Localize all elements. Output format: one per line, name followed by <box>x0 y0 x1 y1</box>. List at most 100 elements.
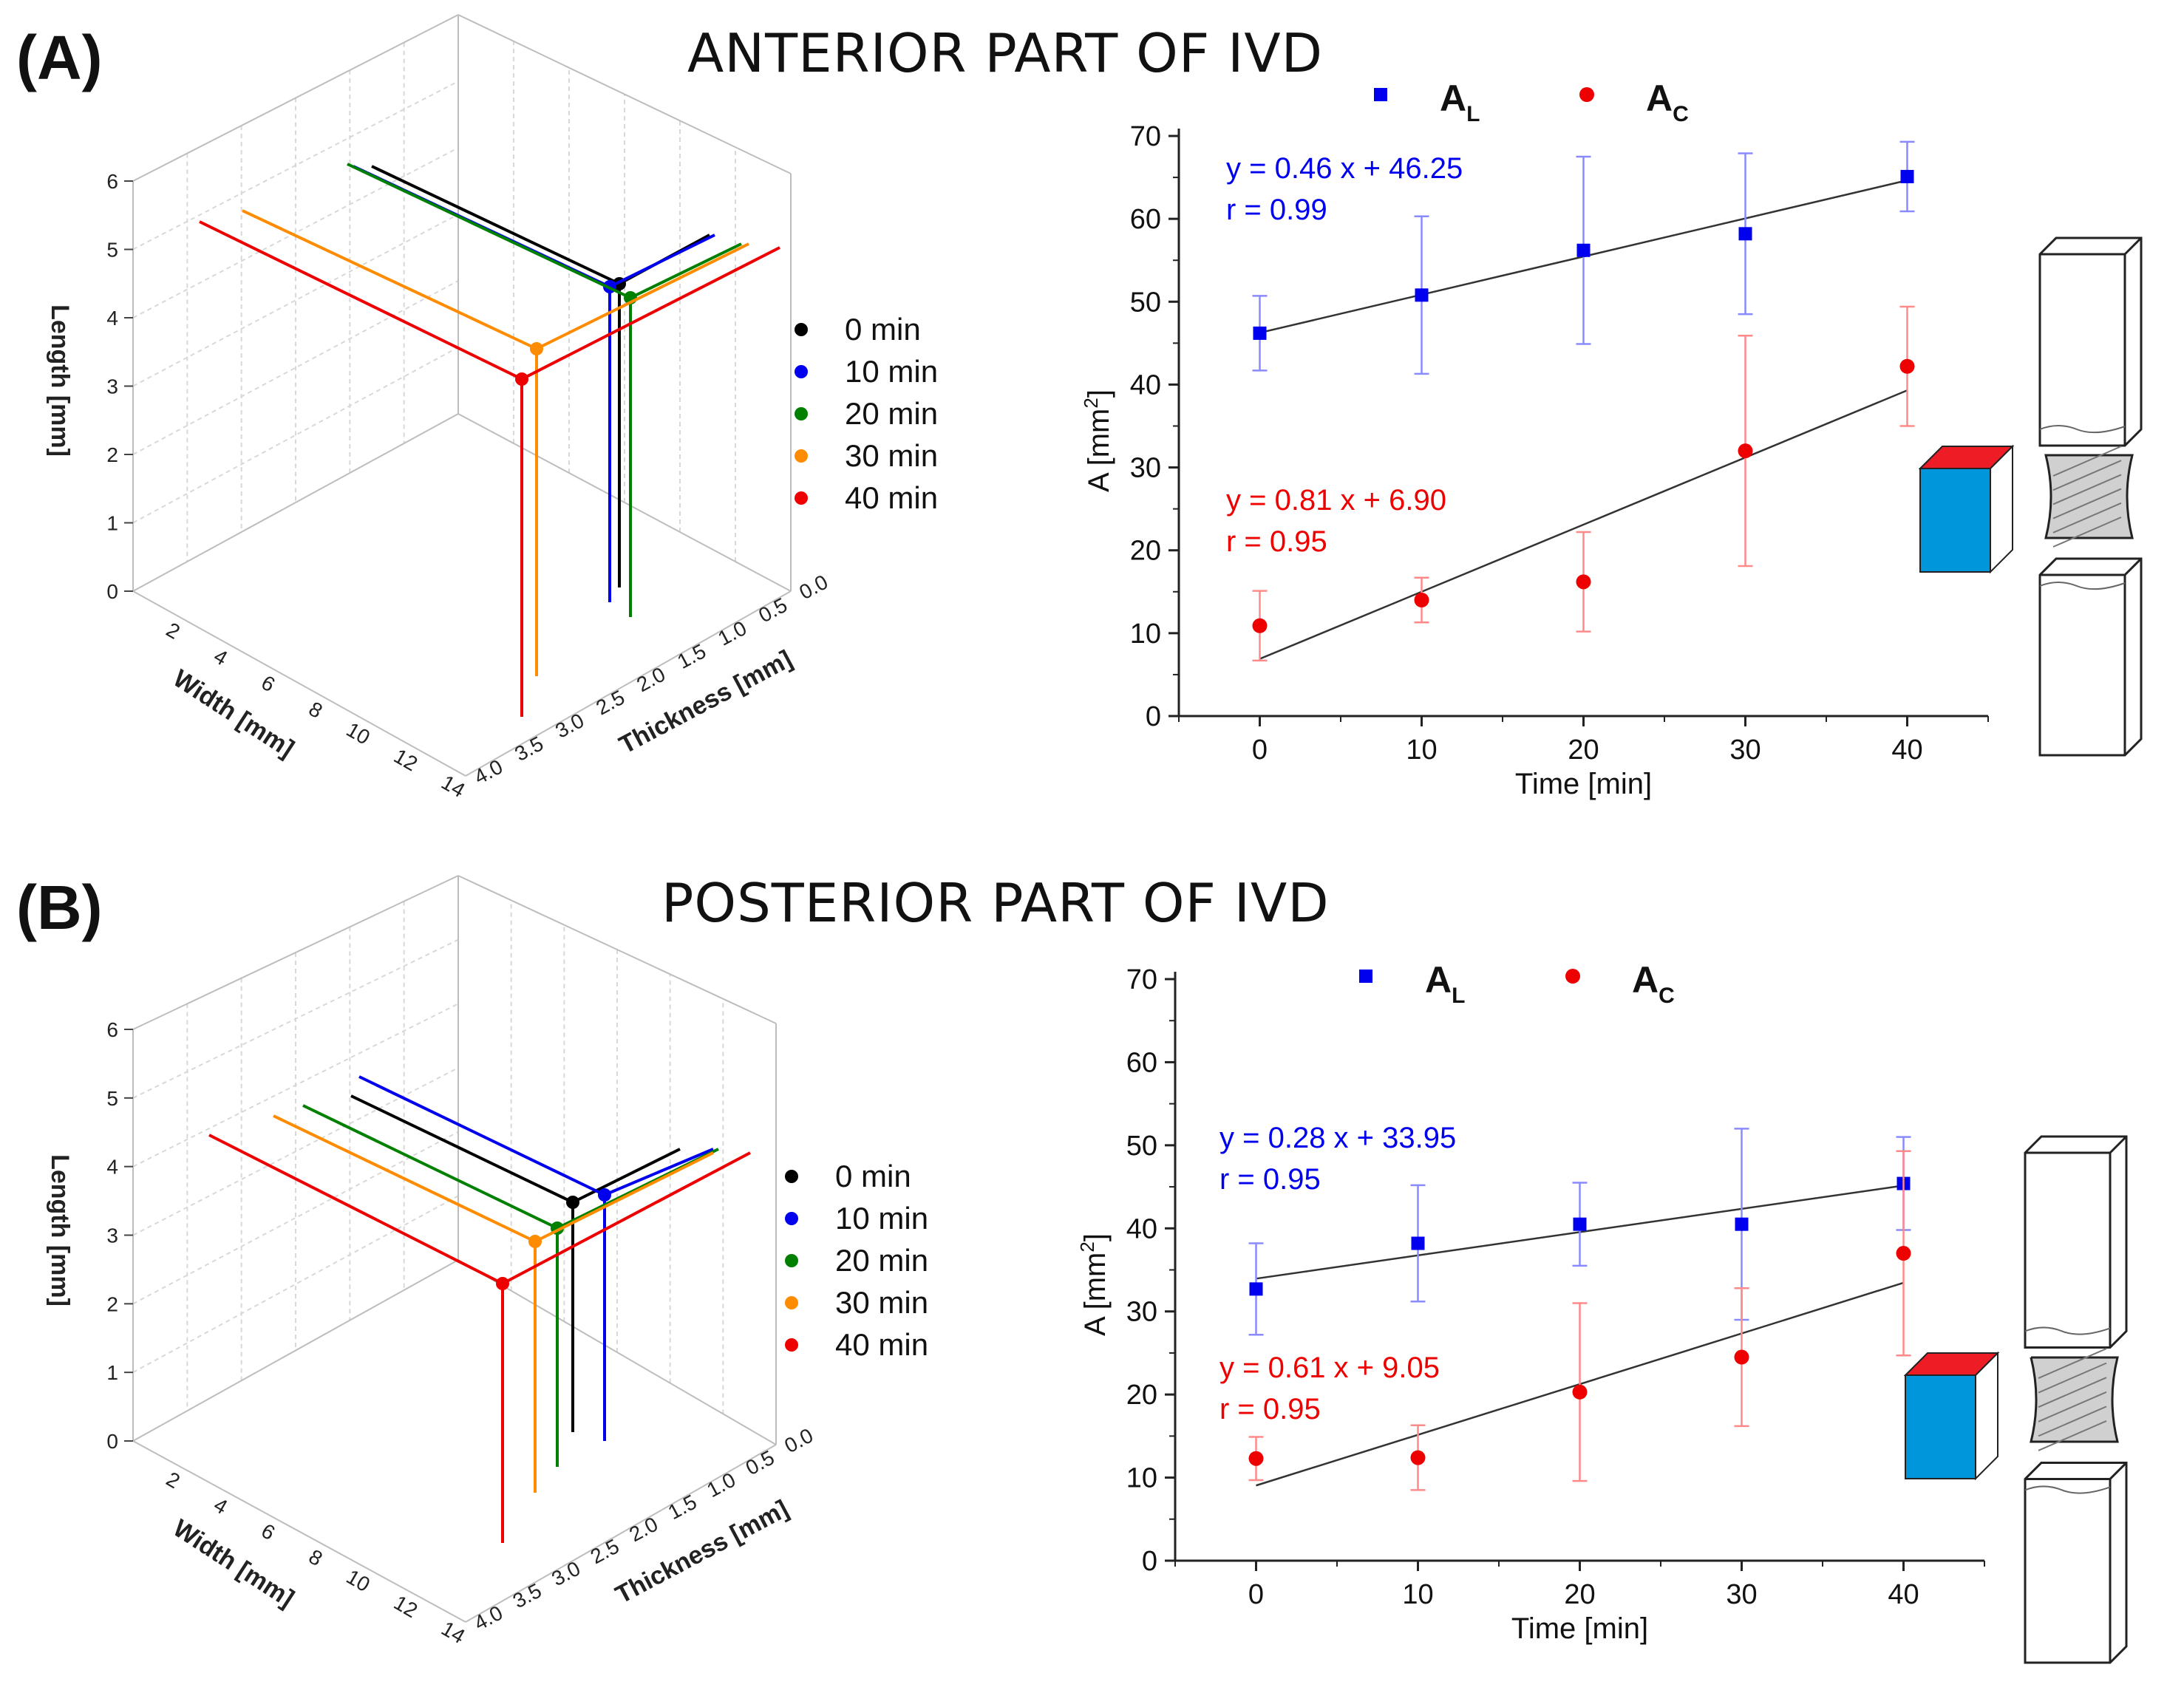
legend-dot-icon <box>795 449 808 463</box>
legend-dot-icon <box>785 1253 798 1267</box>
thickness-tick-label: 2.5 <box>592 686 628 720</box>
legend-dot-icon <box>795 364 808 378</box>
thickness-tick-label: 0.0 <box>780 1424 817 1458</box>
trace-width-line <box>302 1104 558 1230</box>
y-tick-label: 50 <box>1126 1131 1157 1162</box>
y-tick-label: 50 <box>1130 287 1161 318</box>
x-axis-title: Time [min] <box>1515 768 1652 800</box>
endplate-line <box>2024 1326 2111 1335</box>
intervertebral-disc <box>2030 1356 2119 1443</box>
trace-width-line <box>347 163 631 299</box>
x-tick-label: 40 <box>1891 735 1922 766</box>
disc-hatch <box>2052 446 2122 477</box>
legend-item-30min: 30 min <box>785 1281 928 1323</box>
plot3d-b: 012345624681012140.00.51.01.52.02.53.03.… <box>46 875 817 1648</box>
panel-a-title: ANTERIOR PART OF IVD <box>687 22 1324 84</box>
disc-hatch <box>2038 1348 2107 1379</box>
disc-hatch <box>2038 1362 2107 1394</box>
length-tick-label: 5 <box>106 239 118 262</box>
block-edge <box>2109 1462 2128 1480</box>
data-point-AC <box>1734 1349 1749 1365</box>
length-axis-title: Length [mm] <box>46 1154 74 1306</box>
length-tick-label: 2 <box>106 1292 118 1315</box>
grid-line <box>132 1003 459 1168</box>
legend-dot-icon <box>795 406 808 420</box>
cube-icon-b <box>1903 1351 2000 1481</box>
length-tick-label: 4 <box>106 307 118 330</box>
panel-b-label: (B) <box>16 873 103 942</box>
legend-dot-icon <box>785 1211 798 1225</box>
thickness-tick-label: 0.5 <box>742 1446 778 1480</box>
cube-front-face <box>1919 468 1991 573</box>
trace-thickness-line <box>604 1148 714 1196</box>
length-tick-label: 5 <box>106 1087 118 1110</box>
legend-item-0min: 0 min <box>785 1155 928 1197</box>
block-edge <box>2109 1135 2128 1154</box>
block-edge <box>2123 557 2143 576</box>
legend-dot-icon <box>785 1169 798 1183</box>
y-tick-label: 20 <box>1130 536 1161 567</box>
fit-r-AL: r = 0.99 <box>1226 194 1327 226</box>
data-point-AC <box>1738 443 1753 459</box>
trace-corner-point <box>598 1188 611 1202</box>
intervertebral-disc <box>2044 454 2134 539</box>
x-tick-label: 10 <box>1406 735 1437 766</box>
length-axis-title: Length [mm] <box>46 304 74 457</box>
width-tick-label: 4 <box>210 644 231 670</box>
y-tick-label: 0 <box>1142 1546 1157 1577</box>
trace-thickness-line <box>536 242 749 350</box>
cube-side-face <box>1990 444 2013 574</box>
legend-square-icon <box>1374 88 1387 101</box>
box-edge <box>132 875 459 1030</box>
trace-thickness-line <box>609 234 715 288</box>
lower-vertebra <box>2038 557 2143 757</box>
thickness-axis-title: Thickness [mm] <box>611 1495 793 1609</box>
y-tick-label: 60 <box>1130 204 1161 235</box>
trace-width-line <box>199 220 523 381</box>
trace-thickness-line <box>521 246 780 381</box>
x-tick-label: 30 <box>1729 735 1761 766</box>
y-tick-label: 60 <box>1126 1047 1157 1078</box>
legend-item-30min: 30 min <box>795 435 938 477</box>
legend-label-AL: AL <box>1425 959 1465 1008</box>
y-tick-label: 10 <box>1130 619 1161 650</box>
data-point-AC <box>1248 1451 1264 1466</box>
disc-hatch <box>2052 460 2122 491</box>
trace-thickness-line <box>502 1151 751 1285</box>
legend-item-10min: 10 min <box>785 1197 928 1239</box>
box-edge <box>132 1259 459 1442</box>
thickness-tick-label: 2.0 <box>625 1513 661 1547</box>
box-edge <box>457 14 792 174</box>
box-edge <box>132 1440 466 1623</box>
y-tick-label: 40 <box>1130 369 1161 401</box>
data-point-AL <box>1573 1217 1587 1231</box>
legend-dot-icon <box>785 1295 798 1309</box>
legend-item-40min: 40 min <box>785 1323 928 1366</box>
area-chart-b: 0 10 20 30 40 0 10 20 30 40 50 60 70 Time [min] A [mm2… <box>1076 959 1985 1645</box>
x-tick-label: 30 <box>1726 1579 1757 1610</box>
trace-corner-point <box>496 1277 509 1290</box>
fit-equation-AC: y = 0.61 x + 9.05 <box>1219 1352 1440 1384</box>
legend-circle-icon <box>1565 969 1580 984</box>
width-axis-title: Width [mm] <box>168 1514 299 1613</box>
y-tick-label: 30 <box>1130 453 1161 484</box>
grid-line <box>132 1131 459 1305</box>
x-tick-label: 40 <box>1888 1579 1919 1610</box>
thickness-tick-label: 1.5 <box>673 639 710 673</box>
x-tick-label: 20 <box>1564 1579 1595 1610</box>
data-point-AC <box>1899 358 1915 374</box>
length-tick-label: 4 <box>106 1156 118 1179</box>
cube-front-face <box>1905 1374 1976 1479</box>
legend-label-AL: AL <box>1440 78 1480 126</box>
thickness-axis-title: Thickness [mm] <box>615 645 797 760</box>
length-tick-label: 3 <box>106 375 118 398</box>
legend-item-40min: 40 min <box>795 477 938 519</box>
thickness-tick-label: 3.0 <box>548 1557 584 1591</box>
x-tick-label: 0 <box>1248 1579 1264 1610</box>
fit-equation-AL: y = 0.28 x + 33.95 <box>1219 1122 1456 1154</box>
data-point-AL <box>1411 1236 1425 1250</box>
legend-dot-icon <box>795 322 808 336</box>
y-axis-title: A [mm2] <box>1076 1233 1112 1336</box>
trace-corner-point <box>528 1235 542 1248</box>
panel-a-label: (A) <box>16 23 103 92</box>
